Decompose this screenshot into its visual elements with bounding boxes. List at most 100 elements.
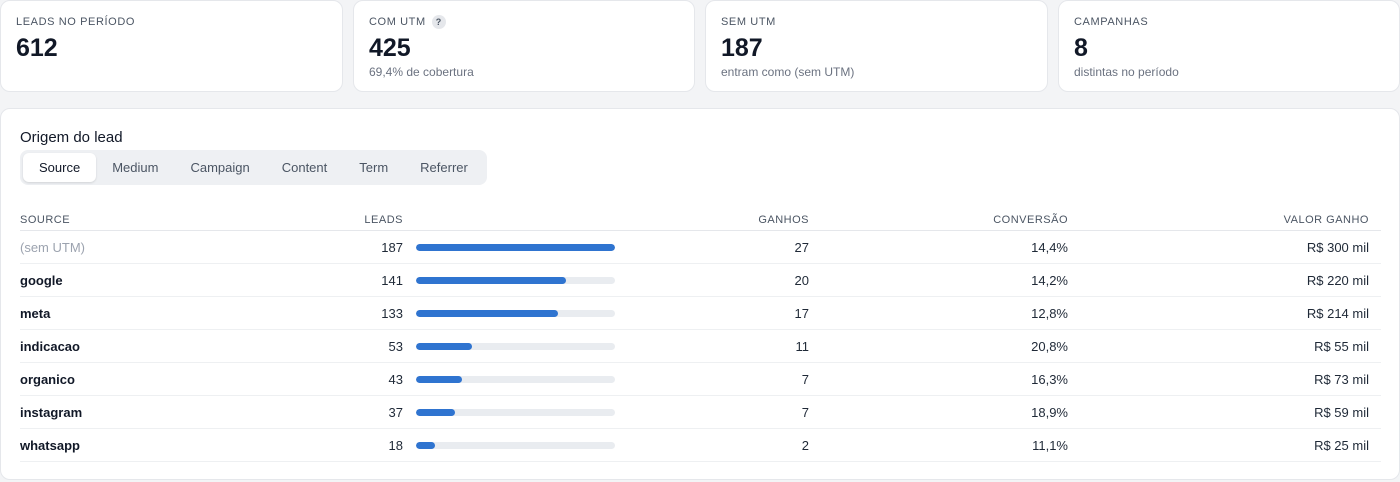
tab-referrer[interactable]: Referrer bbox=[420, 160, 468, 175]
source-cell: instagram bbox=[20, 396, 320, 428]
source-name: meta bbox=[20, 305, 51, 321]
leads-cell: 43 bbox=[388, 371, 403, 387]
leads-bar-track bbox=[416, 276, 615, 284]
column-header-leads[interactable]: LEADS bbox=[364, 213, 403, 226]
column-header-ganhos[interactable]: GANHOS bbox=[758, 213, 809, 226]
column-header-valor-ganho[interactable]: VALOR GANHO bbox=[1283, 213, 1369, 226]
conversao-cell: 14,2% bbox=[1031, 272, 1068, 288]
conversao-cell: 18,9% bbox=[1031, 404, 1068, 420]
kpi-card-sem-utm: SEM UTM 187 entram como (sem UTM) bbox=[705, 0, 1048, 92]
leads-bar-fill bbox=[416, 441, 436, 449]
leads-cell: 187 bbox=[381, 239, 403, 255]
valor-ganho-cell: R$ 214 mil bbox=[1306, 305, 1369, 321]
ganhos-cell: 27 bbox=[794, 239, 809, 255]
kpi-label: SEM UTM bbox=[721, 15, 1032, 29]
kpi-value: 425 bbox=[369, 34, 411, 62]
valor-ganho-cell: R$ 55 mil bbox=[1314, 338, 1369, 354]
source-cell: indicacao bbox=[20, 330, 320, 362]
table-body: (sem UTM) 187 27 14,4% R$ 300 mil google 141 20… bbox=[20, 231, 1381, 462]
table-row[interactable]: instagram 37 7 18,9% R$ 59 mil bbox=[20, 396, 1381, 429]
leads-bar bbox=[416, 264, 615, 296]
tab-source[interactable]: Source bbox=[23, 153, 97, 182]
kpi-value: 187 bbox=[721, 34, 763, 62]
conversao-cell: 20,8% bbox=[1031, 338, 1068, 354]
leads-bar-track bbox=[416, 375, 615, 383]
leads-bar bbox=[416, 297, 615, 329]
column-header-conversao[interactable]: CONVERSÃO bbox=[993, 213, 1068, 226]
leads-cell: 133 bbox=[381, 305, 403, 321]
source-cell: organico bbox=[20, 363, 320, 395]
column-header-source[interactable]: SOURCE bbox=[20, 213, 71, 226]
leads-bar-fill bbox=[416, 276, 567, 284]
kpi-card-campanhas: CAMPANHAS 8 distintas no período bbox=[1058, 0, 1400, 92]
kpi-label-text: CAMPANHAS bbox=[1074, 16, 1149, 28]
source-cell: google bbox=[20, 264, 320, 296]
kpi-label: COM UTM ? bbox=[369, 15, 679, 29]
leads-bar bbox=[416, 396, 615, 428]
source-name: whatsapp bbox=[20, 437, 80, 453]
valor-ganho-cell: R$ 73 mil bbox=[1314, 371, 1369, 387]
leads-bar-track bbox=[416, 408, 615, 416]
ganhos-cell: 2 bbox=[801, 437, 809, 453]
tab-medium[interactable]: Medium bbox=[112, 160, 159, 175]
ganhos-cell: 7 bbox=[801, 371, 809, 387]
kpi-label-text: COM UTM bbox=[369, 16, 426, 28]
kpi-label: CAMPANHAS bbox=[1074, 15, 1384, 29]
leads-cell: 18 bbox=[388, 437, 403, 453]
leads-bar-track bbox=[416, 243, 615, 251]
conversao-cell: 16,3% bbox=[1031, 371, 1068, 387]
valor-ganho-cell: R$ 25 mil bbox=[1314, 437, 1369, 453]
table-row[interactable]: whatsapp 18 2 11,1% R$ 25 mil bbox=[20, 429, 1381, 462]
leads-bar bbox=[416, 429, 615, 461]
kpi-card-leads: LEADS NO PERÍODO 612 bbox=[0, 0, 343, 92]
leads-bar-fill bbox=[416, 408, 456, 416]
table-row[interactable]: (sem UTM) 187 27 14,4% R$ 300 mil bbox=[20, 231, 1381, 264]
kpi-label-text: SEM UTM bbox=[721, 16, 776, 28]
source-cell: meta bbox=[20, 297, 320, 329]
help-icon[interactable]: ? bbox=[431, 15, 446, 29]
table-header: SOURCE LEADS GANHOS CONVERSÃO VALOR GANH… bbox=[20, 205, 1381, 231]
leads-cell: 141 bbox=[381, 272, 403, 288]
ganhos-cell: 17 bbox=[794, 305, 809, 321]
leads-bar bbox=[416, 363, 615, 395]
kpi-cards: LEADS NO PERÍODO 612 COM UTM ? 425 69,4%… bbox=[0, 0, 1400, 92]
source-name: instagram bbox=[20, 404, 83, 420]
leads-bar bbox=[416, 231, 615, 263]
section-title: Origem do lead bbox=[20, 129, 123, 146]
valor-ganho-cell: R$ 300 mil bbox=[1306, 239, 1369, 255]
source-name: (sem UTM) bbox=[20, 239, 85, 255]
valor-ganho-cell: R$ 59 mil bbox=[1314, 404, 1369, 420]
conversao-cell: 14,4% bbox=[1031, 239, 1068, 255]
conversao-cell: 11,1% bbox=[1032, 437, 1068, 453]
source-name: organico bbox=[20, 371, 75, 387]
tab-content[interactable]: Content bbox=[281, 160, 328, 175]
ganhos-cell: 20 bbox=[794, 272, 809, 288]
ganhos-cell: 7 bbox=[801, 404, 809, 420]
table-row[interactable]: organico 43 7 16,3% R$ 73 mil bbox=[20, 363, 1381, 396]
tab-term[interactable]: Term bbox=[359, 160, 389, 175]
kpi-subtext: entram como (sem UTM) bbox=[721, 65, 855, 79]
source-name: indicacao bbox=[20, 338, 80, 354]
origin-table: SOURCE LEADS GANHOS CONVERSÃO VALOR GANH… bbox=[20, 205, 1381, 462]
leads-bar-track bbox=[416, 309, 615, 317]
table-row[interactable]: meta 133 17 12,8% R$ 214 mil bbox=[20, 297, 1381, 330]
leads-bar bbox=[416, 330, 615, 362]
table-row[interactable]: google 141 20 14,2% R$ 220 mil bbox=[20, 264, 1381, 297]
kpi-subtext: 69,4% de cobertura bbox=[369, 65, 474, 79]
origin-tabs: Source Medium Campaign Content Term Refe… bbox=[20, 150, 487, 185]
source-name: google bbox=[20, 272, 63, 288]
conversao-cell: 12,8% bbox=[1031, 305, 1068, 321]
leads-bar-fill bbox=[416, 375, 462, 383]
leads-cell: 53 bbox=[388, 338, 403, 354]
kpi-subtext: distintas no período bbox=[1074, 65, 1179, 79]
leads-cell: 37 bbox=[388, 404, 403, 420]
kpi-label-text: LEADS NO PERÍODO bbox=[16, 16, 136, 28]
tab-campaign[interactable]: Campaign bbox=[190, 160, 250, 175]
kpi-label: LEADS NO PERÍODO bbox=[16, 15, 327, 29]
leads-bar-fill bbox=[416, 309, 558, 317]
table-row[interactable]: indicacao 53 11 20,8% R$ 55 mil bbox=[20, 330, 1381, 363]
leads-bar-fill bbox=[416, 243, 615, 251]
leads-bar-track bbox=[416, 441, 615, 449]
origin-card: Origem do lead Source Medium Campaign Co… bbox=[0, 108, 1400, 480]
source-cell: (sem UTM) bbox=[20, 231, 320, 263]
